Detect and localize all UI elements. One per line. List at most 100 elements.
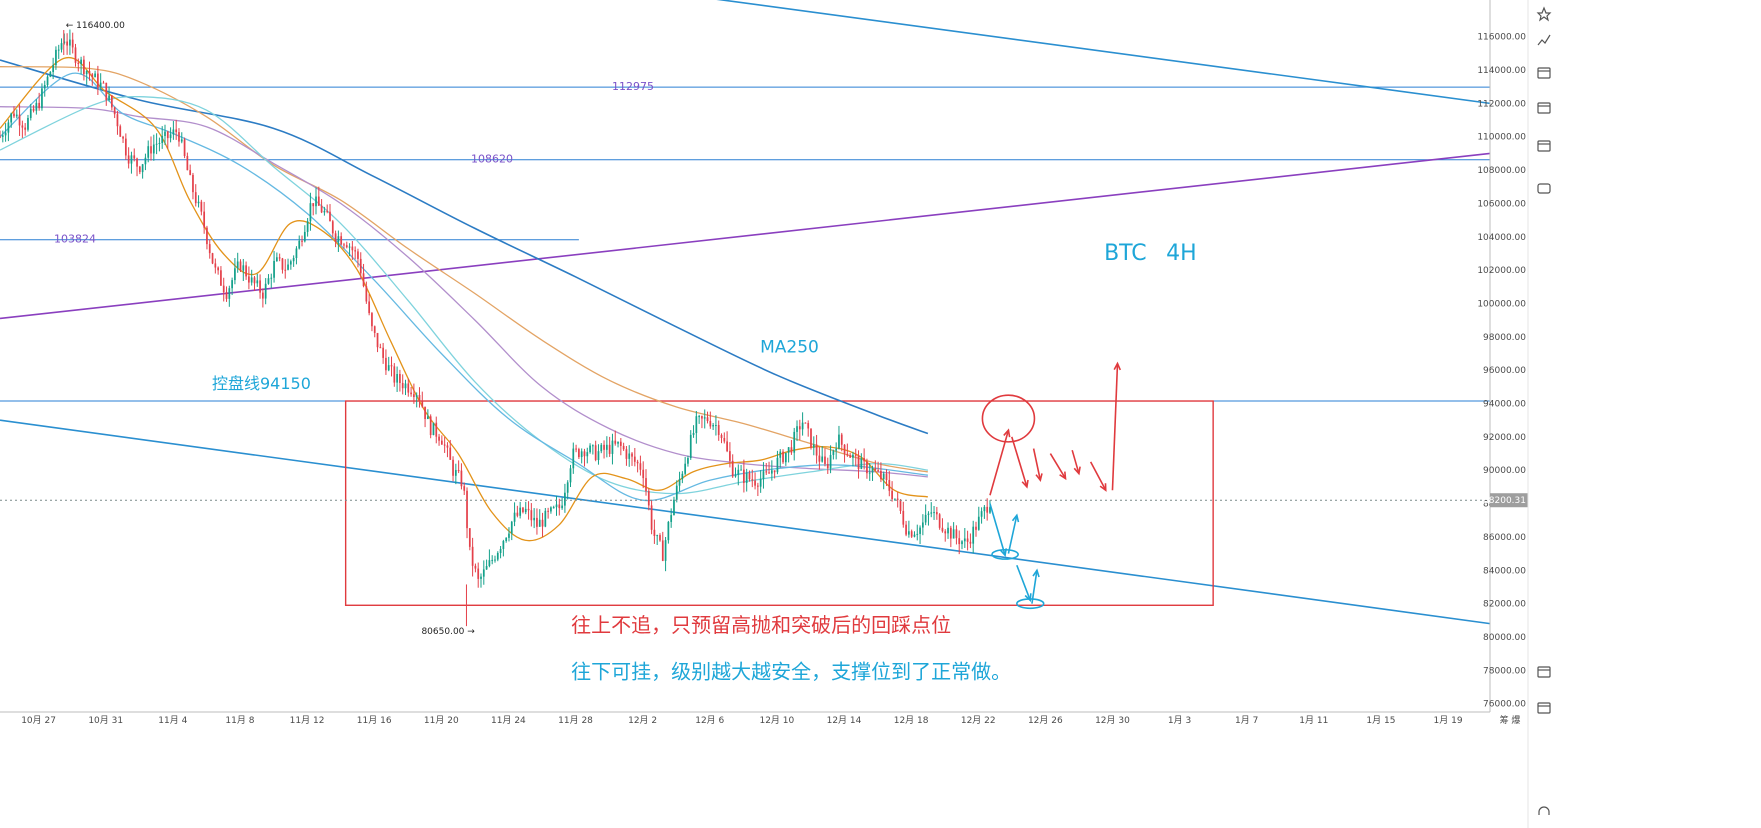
candle-body xyxy=(158,142,161,144)
candle-body xyxy=(74,47,77,63)
time-tick-label: 11月 28 xyxy=(558,715,593,726)
trend-line-lower-descending xyxy=(0,419,1491,625)
settings-icon[interactable] xyxy=(1537,140,1551,152)
candle-body xyxy=(373,326,376,333)
candle-body xyxy=(376,332,379,348)
candle-body xyxy=(589,445,591,453)
candle-body xyxy=(530,510,533,521)
candle-body xyxy=(578,449,580,458)
horizontal-levels: 112975 108620 103824 控盘线94150 xyxy=(0,80,1490,402)
candle-body xyxy=(863,458,865,462)
candle-body xyxy=(580,451,583,458)
red-arrow-1-head xyxy=(1021,479,1029,489)
candle-body xyxy=(362,273,365,287)
candle-body xyxy=(653,529,656,536)
candle-body xyxy=(220,270,222,286)
candle-body xyxy=(287,264,289,270)
candle-body xyxy=(144,157,147,165)
price-tick-label: 102000.00 xyxy=(1477,266,1526,276)
candle-body xyxy=(538,519,541,527)
candle-body xyxy=(32,108,35,111)
blue-arrow-1-head xyxy=(1011,513,1020,523)
candle-body xyxy=(1,135,4,137)
price-tick-label: 86000.00 xyxy=(1483,533,1526,543)
moving-averages xyxy=(0,56,929,542)
candle-body xyxy=(494,559,496,561)
layers-icon[interactable] xyxy=(1537,102,1551,114)
candle-body xyxy=(547,510,549,512)
candle-body xyxy=(471,546,474,566)
candle-body xyxy=(673,499,675,516)
candle-body xyxy=(359,258,362,274)
price-tick-label: 78000.00 xyxy=(1483,666,1526,676)
candle-body xyxy=(516,512,519,516)
candle-body xyxy=(544,510,547,527)
candle-body xyxy=(558,504,561,509)
candle-body xyxy=(152,144,155,154)
bot-icon[interactable] xyxy=(1537,183,1551,194)
candle-body xyxy=(871,468,874,473)
level-label-1: 108620 xyxy=(471,153,513,166)
candle-body xyxy=(880,470,882,480)
candle-body xyxy=(963,538,966,542)
candle-body xyxy=(566,482,569,493)
candle-body xyxy=(899,499,902,511)
candle-body xyxy=(759,478,762,487)
candle-body xyxy=(631,453,633,457)
cursor-icon[interactable] xyxy=(1537,702,1551,714)
time-tick-label: 12月 2 xyxy=(628,715,657,726)
candle-body xyxy=(765,471,768,473)
candle-body xyxy=(393,366,396,383)
candle-body xyxy=(751,479,754,481)
time-axis[interactable]: 10月 27 10月 31 11月 4 11月 8 11月 12 11月 16 11月 20… xyxy=(0,711,1521,726)
candle-body xyxy=(80,59,82,65)
projection-arrows xyxy=(981,361,1122,610)
price-axis[interactable]: 76000.00 78000.00 80000.00 82000.00 84000.00… xyxy=(1477,0,1528,712)
time-tick-label: 11月 8 xyxy=(225,715,254,726)
candle-body xyxy=(896,498,899,500)
candle-body xyxy=(88,71,91,75)
candle-body xyxy=(435,422,438,437)
candle-body xyxy=(477,568,480,579)
candle-body xyxy=(43,85,46,89)
right-toolbar[interactable] xyxy=(1527,0,1552,828)
red-arrow-3 xyxy=(1049,453,1067,479)
candle-body xyxy=(622,445,625,450)
candle-body xyxy=(745,472,748,484)
candle-body xyxy=(245,265,247,277)
candle-body xyxy=(642,469,645,479)
candle-body xyxy=(133,155,136,159)
time-tick-label: 12月 18 xyxy=(894,715,929,726)
trend-icon[interactable] xyxy=(1537,34,1551,46)
current-price-badge xyxy=(1490,493,1528,508)
candle-body xyxy=(309,203,312,222)
star-icon[interactable] xyxy=(1536,6,1552,22)
headset-icon[interactable] xyxy=(1538,806,1550,815)
panel-icon[interactable] xyxy=(1537,666,1551,678)
candle-body xyxy=(401,382,404,389)
red-arrow-4-head xyxy=(1073,466,1081,476)
candle-body xyxy=(894,498,896,500)
candle-body xyxy=(275,257,278,261)
candle-body xyxy=(340,236,343,245)
candle-body xyxy=(784,452,787,463)
candle-body xyxy=(983,506,986,512)
add-indicator-icon[interactable] xyxy=(1537,67,1551,79)
candle-body xyxy=(382,347,384,358)
note-blue-text: 往下可挂，级别越大越安全，支撑位到了正常做。 xyxy=(571,659,1011,683)
chart-title: BTC xyxy=(1104,241,1147,266)
candle-body xyxy=(955,529,958,539)
candle-body xyxy=(734,474,737,477)
candle-body xyxy=(4,132,7,136)
candles xyxy=(0,29,991,627)
candle-body xyxy=(815,444,818,456)
price-tick-label: 110000.00 xyxy=(1477,133,1526,143)
candle-body xyxy=(773,470,776,473)
axis-corner-label[interactable]: 筹 爆 xyxy=(1500,714,1521,726)
candle-body xyxy=(138,166,141,173)
candle-body xyxy=(289,261,292,265)
red-arrow-3-head xyxy=(1059,471,1067,481)
candle-body xyxy=(840,434,843,445)
candle-body xyxy=(236,261,239,269)
